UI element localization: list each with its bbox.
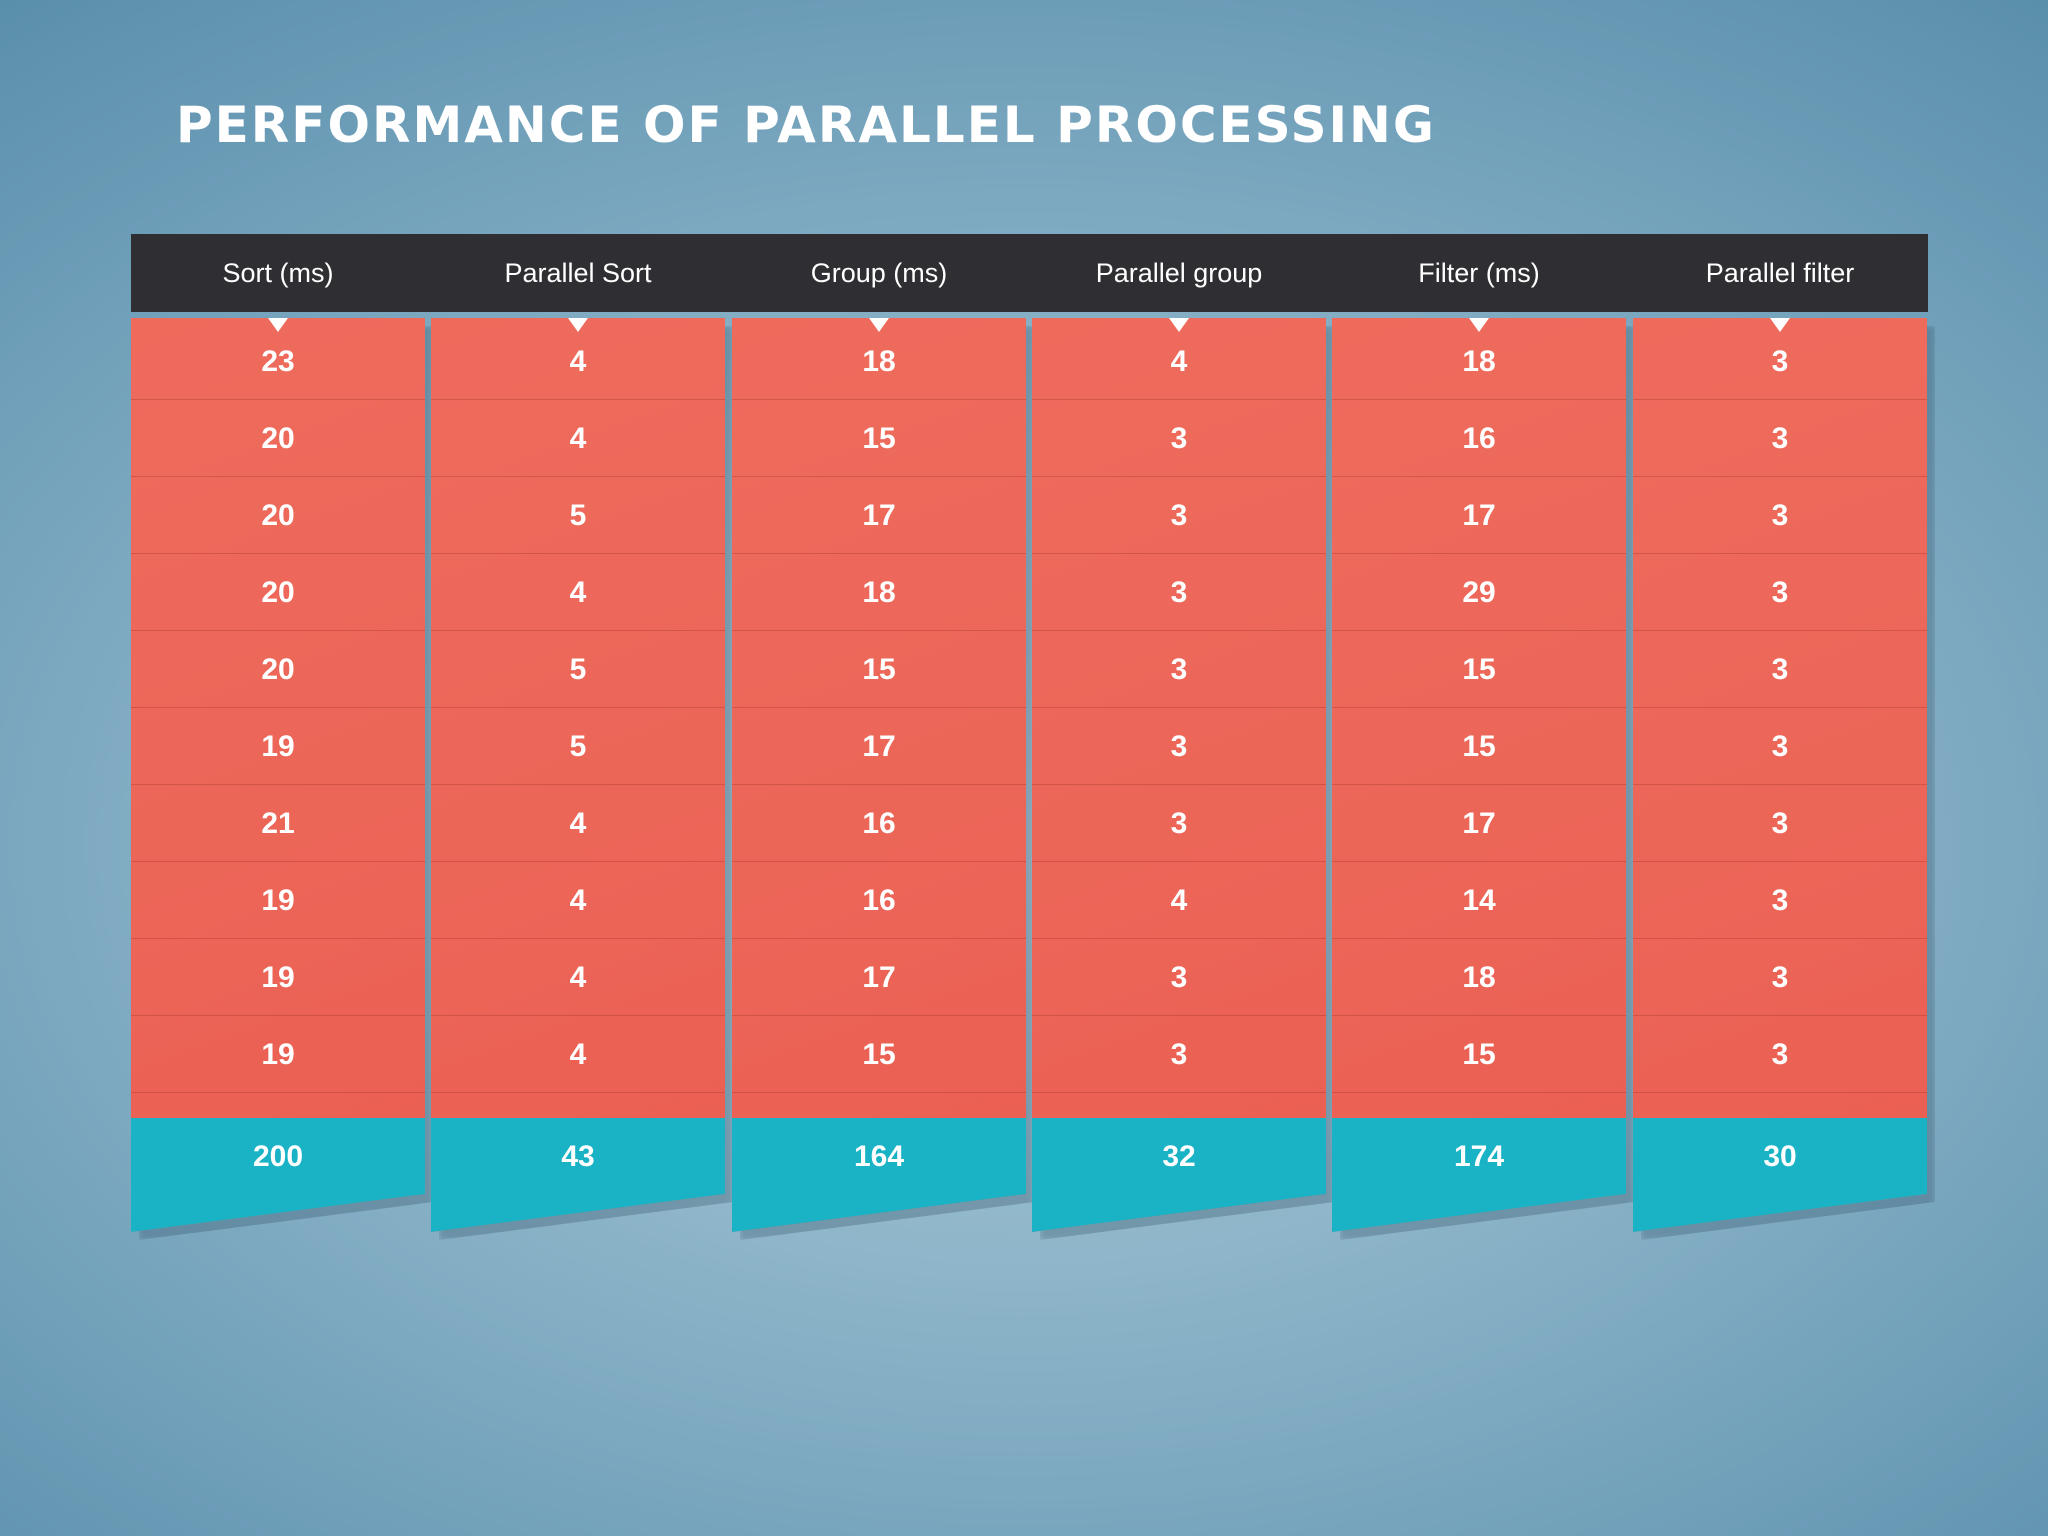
table-cell: 4: [431, 785, 725, 862]
table-cell: 18: [1332, 323, 1626, 400]
table-cell: 3: [1633, 785, 1927, 862]
table-cell: 3: [1633, 554, 1927, 631]
table-column-sort-ms: 23 20 20 20 20 19 21 19 19 19 200: [131, 318, 425, 1232]
table-cell: 19: [131, 939, 425, 1016]
table-column-parallel-group: 4 3 3 3 3 3 3 4 3 3 32: [1032, 318, 1326, 1232]
table-cell: 17: [732, 708, 1026, 785]
table-cell: 16: [732, 862, 1026, 939]
table-cell: 14: [1332, 862, 1626, 939]
table-cell: 3: [1633, 323, 1927, 400]
table-column-group-ms: 18 15 17 18 15 17 16 16 17 15 164: [732, 318, 1026, 1232]
table-cell: 5: [431, 708, 725, 785]
page-title: PERFORMANCE OF PARALLEL PROCESSING: [176, 96, 1436, 154]
total-value: 32: [1162, 1140, 1196, 1173]
sort-arrow-icon[interactable]: [1770, 318, 1790, 332]
column-header-group-ms[interactable]: Group (ms): [810, 258, 948, 288]
table-cell: 3: [1633, 939, 1927, 1016]
column-header-parallel-sort[interactable]: Parallel Sort: [504, 258, 652, 288]
table-cell: 4: [431, 554, 725, 631]
table-cell: 3: [1633, 1016, 1927, 1093]
table-cell: 4: [431, 939, 725, 1016]
column-header-parallel-filter[interactable]: Parallel filter: [1705, 258, 1855, 288]
table-cell: 4: [431, 323, 725, 400]
table-cell: 3: [1032, 477, 1326, 554]
table-cell: 20: [131, 554, 425, 631]
table-cell: 15: [1332, 708, 1626, 785]
table-cell: 3: [1032, 939, 1326, 1016]
table-cell: 16: [732, 785, 1026, 862]
column-header-parallel-group[interactable]: Parallel group: [1095, 258, 1263, 288]
table-cell: 18: [1332, 939, 1626, 1016]
table-cell: 3: [1032, 708, 1326, 785]
table-header: Sort (ms) Parallel Sort Group (ms) Parallel…: [131, 234, 1928, 312]
table-cell: 3: [1633, 708, 1927, 785]
table-cell: 15: [1332, 631, 1626, 708]
table-cell: 4: [1032, 862, 1326, 939]
table-cell: 4: [431, 400, 725, 477]
table-cell: 17: [1332, 785, 1626, 862]
table-cell: 15: [732, 1016, 1026, 1093]
table-cell: 3: [1633, 477, 1927, 554]
table-cell: 17: [732, 477, 1026, 554]
table-column-parallel-filter: 3 3 3 3 3 3 3 3 3 3 30: [1633, 318, 1927, 1232]
table-cell: 3: [1032, 785, 1326, 862]
table-cell: 17: [732, 939, 1026, 1016]
total-value: 164: [853, 1140, 905, 1173]
sort-arrow-icon[interactable]: [869, 318, 889, 332]
table-cell: 3: [1032, 554, 1326, 631]
table-cell: 29: [1332, 554, 1626, 631]
table-cell: 4: [431, 862, 725, 939]
table-cell: 19: [131, 862, 425, 939]
total-value: 174: [1453, 1140, 1505, 1173]
table-cell: 3: [1032, 400, 1326, 477]
table-column-filter-ms: 18 16 17 29 15 15 17 14 18 15 174: [1332, 318, 1626, 1232]
column-header-sort-ms[interactable]: Sort (ms): [222, 258, 334, 288]
table-cell: 20: [131, 631, 425, 708]
sort-arrow-icon[interactable]: [1169, 318, 1189, 332]
table-cell: 16: [1332, 400, 1626, 477]
sort-arrow-icon[interactable]: [268, 318, 288, 332]
table-cell: 18: [732, 323, 1026, 400]
table-cell: 3: [1032, 1016, 1326, 1093]
table-cell: 5: [431, 631, 725, 708]
table-cell: 15: [1332, 1016, 1626, 1093]
table-cell: 4: [1032, 323, 1326, 400]
total-value: 200: [252, 1140, 304, 1173]
column-header-filter-ms[interactable]: Filter (ms): [1418, 258, 1540, 288]
sort-arrow-icon[interactable]: [1469, 318, 1489, 332]
table-cell: 3: [1633, 400, 1927, 477]
table-cell: 20: [131, 400, 425, 477]
sort-arrow-icon[interactable]: [568, 318, 588, 332]
total-value: 30: [1763, 1140, 1797, 1173]
table-cell: 18: [732, 554, 1026, 631]
table-cell: 3: [1633, 631, 1927, 708]
table-cell: 17: [1332, 477, 1626, 554]
table-cell: 3: [1633, 862, 1927, 939]
table-cell: 15: [732, 400, 1026, 477]
table-cell: 19: [131, 708, 425, 785]
table-cell: 15: [732, 631, 1026, 708]
table-cell: 19: [131, 1016, 425, 1093]
table-cell: 20: [131, 477, 425, 554]
table-cell: 21: [131, 785, 425, 862]
total-value: 43: [561, 1140, 595, 1173]
table-cell: 5: [431, 477, 725, 554]
table-cell: 3: [1032, 631, 1326, 708]
table-cell: 4: [431, 1016, 725, 1093]
table-column-parallel-sort: 4 4 5 4 5 5 4 4 4 4 43: [431, 318, 725, 1232]
table-cell: 23: [131, 323, 425, 400]
